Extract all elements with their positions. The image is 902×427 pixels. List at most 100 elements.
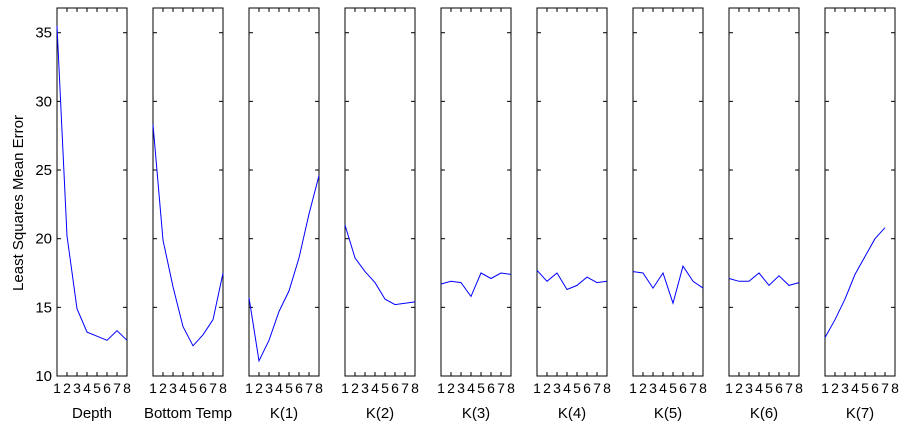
x-tick-label: 1 bbox=[725, 380, 733, 396]
x-tick-label: 1 bbox=[53, 380, 61, 396]
y-tick-label: 20 bbox=[35, 231, 52, 248]
x-tick-label: 6 bbox=[295, 380, 303, 396]
x-tick-label: 5 bbox=[765, 380, 773, 396]
x-tick-label: 1 bbox=[533, 380, 541, 396]
x-tick-label: 7 bbox=[305, 380, 313, 396]
x-tick-label: 7 bbox=[209, 380, 217, 396]
series-line bbox=[536, 269, 608, 291]
x-tick-label: 1 bbox=[341, 380, 349, 396]
x-tick-label: 4 bbox=[371, 380, 379, 396]
panel-label: K(3) bbox=[462, 405, 490, 422]
x-tick-label: 2 bbox=[831, 380, 839, 396]
panel-label: K(7) bbox=[846, 405, 874, 422]
x-tick-label: 4 bbox=[563, 380, 571, 396]
x-tick-label: 7 bbox=[881, 380, 889, 396]
x-tick-label: 2 bbox=[351, 380, 359, 396]
x-tick-label: 5 bbox=[573, 380, 581, 396]
panel-label: K(5) bbox=[654, 405, 682, 422]
panel-frame bbox=[152, 7, 224, 377]
chart-panel: 1 2 3 4 5 6 7 8 K(2) bbox=[341, 7, 419, 422]
chart-panel: 1 2 3 4 5 6 7 8 K(1) bbox=[245, 7, 323, 422]
panel-label: K(1) bbox=[270, 405, 298, 422]
x-tick-label: 5 bbox=[381, 380, 389, 396]
x-tick-label: 1 bbox=[437, 380, 445, 396]
panel-frame bbox=[56, 7, 128, 377]
panel-frame bbox=[824, 7, 896, 377]
x-tick-label: 5 bbox=[477, 380, 485, 396]
x-tick-label: 1 bbox=[245, 380, 253, 396]
x-tick-label: 7 bbox=[497, 380, 505, 396]
x-tick-label: 2 bbox=[63, 380, 71, 396]
y-tick-label: 25 bbox=[35, 162, 52, 179]
x-tick-label: 6 bbox=[103, 380, 111, 396]
series-line bbox=[728, 272, 800, 287]
x-tick-label: 6 bbox=[487, 380, 495, 396]
panel-label: Bottom Temp bbox=[144, 405, 232, 422]
x-tick-label: 3 bbox=[745, 380, 753, 396]
x-tick-label: 5 bbox=[285, 380, 293, 396]
series-line bbox=[248, 175, 320, 363]
y-tick-label: 10 bbox=[35, 368, 52, 385]
x-tick-label: 6 bbox=[871, 380, 879, 396]
chart-panel: 1 2 3 4 5 6 7 8 K(5) bbox=[629, 7, 707, 422]
x-tick-label: 8 bbox=[411, 380, 419, 396]
x-tick-label: 2 bbox=[255, 380, 263, 396]
x-tick-label: 5 bbox=[189, 380, 197, 396]
x-tick-label: 7 bbox=[401, 380, 409, 396]
chart-panel: 1 2 3 4 5 6 7 8 K(7) bbox=[821, 7, 899, 422]
x-tick-label: 6 bbox=[199, 380, 207, 396]
x-tick-label: 1 bbox=[149, 380, 157, 396]
x-tick-label: 6 bbox=[679, 380, 687, 396]
chart-panel: 1 2 3 4 5 6 7 8 K(6) bbox=[725, 7, 803, 422]
series-line bbox=[344, 224, 416, 306]
x-tick-label: 1 bbox=[821, 380, 829, 396]
x-tick-label: 7 bbox=[689, 380, 697, 396]
panel-frame bbox=[728, 7, 800, 377]
series-line bbox=[824, 227, 886, 338]
panel-label: Depth bbox=[72, 405, 112, 422]
panel-frame bbox=[632, 7, 704, 377]
x-tick-label: 1 bbox=[629, 380, 637, 396]
x-tick-label: 3 bbox=[361, 380, 369, 396]
x-tick-label: 6 bbox=[775, 380, 783, 396]
x-tick-label: 8 bbox=[699, 380, 707, 396]
x-tick-label: 7 bbox=[113, 380, 121, 396]
x-tick-label: 3 bbox=[169, 380, 177, 396]
y-tick-label: 35 bbox=[35, 25, 52, 42]
x-tick-label: 8 bbox=[891, 380, 899, 396]
series-line bbox=[56, 25, 128, 341]
x-tick-label: 7 bbox=[785, 380, 793, 396]
chart-panel: 1 2 3 4 5 6 7 8 Bottom Temp bbox=[144, 7, 232, 422]
series-line bbox=[152, 124, 224, 347]
x-tick-label: 5 bbox=[93, 380, 101, 396]
x-tick-label: 8 bbox=[795, 380, 803, 396]
x-tick-label: 4 bbox=[659, 380, 667, 396]
panel-frame bbox=[440, 7, 512, 377]
x-tick-label: 3 bbox=[841, 380, 849, 396]
panel-label: K(2) bbox=[366, 405, 394, 422]
x-tick-label: 4 bbox=[179, 380, 187, 396]
chart-panel: 10 15 20 25 30 35 1 2 3 4 5 6 7 8 Depth bbox=[35, 7, 131, 422]
series-line bbox=[440, 272, 512, 298]
x-tick-label: 4 bbox=[851, 380, 859, 396]
x-tick-label: 8 bbox=[603, 380, 611, 396]
x-tick-label: 3 bbox=[649, 380, 657, 396]
panel-label: K(4) bbox=[558, 405, 586, 422]
x-tick-label: 2 bbox=[543, 380, 551, 396]
x-tick-label: 6 bbox=[391, 380, 399, 396]
panel-label: K(6) bbox=[750, 405, 778, 422]
x-tick-label: 5 bbox=[861, 380, 869, 396]
x-tick-label: 6 bbox=[583, 380, 591, 396]
x-tick-label: 8 bbox=[315, 380, 323, 396]
x-tick-label: 8 bbox=[123, 380, 131, 396]
panel-frame bbox=[344, 7, 416, 377]
x-tick-label: 8 bbox=[507, 380, 515, 396]
x-tick-label: 2 bbox=[447, 380, 455, 396]
x-tick-label: 7 bbox=[593, 380, 601, 396]
x-tick-label: 3 bbox=[73, 380, 81, 396]
x-tick-label: 3 bbox=[553, 380, 561, 396]
chart-panel: 1 2 3 4 5 6 7 8 K(4) bbox=[533, 7, 611, 422]
y-tick-label: 15 bbox=[35, 299, 52, 316]
x-tick-label: 4 bbox=[275, 380, 283, 396]
